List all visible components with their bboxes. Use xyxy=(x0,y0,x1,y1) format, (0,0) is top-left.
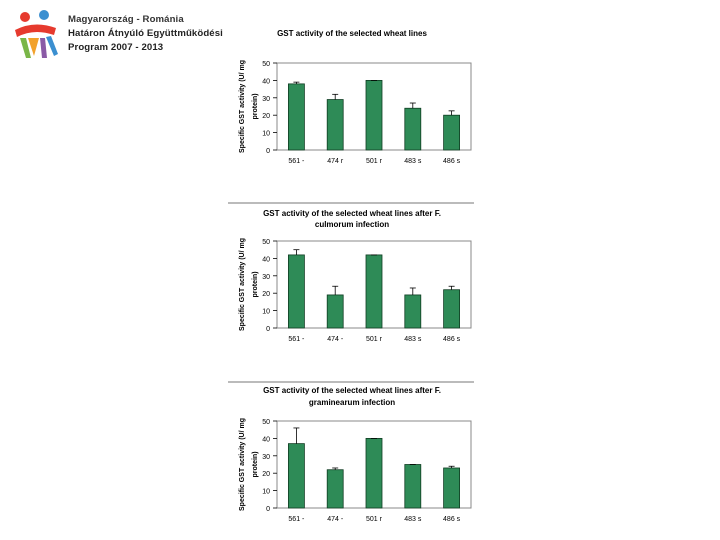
y-axis-label: protein) xyxy=(252,451,259,477)
y-tick-label: 0 xyxy=(266,326,270,333)
x-tick-label: 474 r xyxy=(327,158,344,165)
y-tick-label: 0 xyxy=(266,148,270,155)
chart-title: graminearum infection xyxy=(309,398,395,407)
x-tick-label: 561 - xyxy=(288,158,305,165)
x-tick-label: 483 s xyxy=(404,516,422,523)
y-tick-label: 20 xyxy=(262,113,270,120)
x-tick-label: 501 r xyxy=(366,336,383,343)
y-tick-label: 40 xyxy=(262,436,270,443)
bar-3 xyxy=(365,80,383,151)
x-tick-label: 561 - xyxy=(288,336,305,343)
bar-3 xyxy=(365,437,383,509)
bar-2 xyxy=(326,99,344,151)
bar-4 xyxy=(404,107,422,151)
chart-2: GST activity of the selected wheat lines… xyxy=(228,202,474,343)
bar-2 xyxy=(326,294,344,329)
bar-1 xyxy=(287,443,305,509)
y-tick-label: 10 xyxy=(262,489,270,496)
bar-5 xyxy=(443,289,461,329)
x-tick-label: 483 s xyxy=(404,158,422,165)
x-tick-label: 501 r xyxy=(366,516,383,523)
logo-line-3: Program 2007 - 2013 xyxy=(68,42,164,53)
chart-title: GST activity of the selected wheat lines… xyxy=(263,209,441,218)
program-logo-icon xyxy=(15,10,58,58)
bar-5 xyxy=(443,467,461,509)
program-logo-text: Magyarország - Románia Határon Átnyúló E… xyxy=(68,13,238,55)
x-tick-label: 501 r xyxy=(366,158,383,165)
y-tick-label: 20 xyxy=(262,471,270,478)
x-tick-label: 486 s xyxy=(443,336,461,343)
bar-5 xyxy=(443,114,461,151)
y-tick-label: 30 xyxy=(262,454,270,461)
y-axis-label: Specific GST activity (U/ mg xyxy=(239,238,246,331)
y-tick-label: 20 xyxy=(262,291,270,298)
x-tick-label: 486 s xyxy=(443,516,461,523)
y-tick-label: 10 xyxy=(262,309,270,316)
bar-1 xyxy=(287,83,305,151)
logo-line-1: Magyarország - Románia xyxy=(68,14,184,25)
y-tick-label: 40 xyxy=(262,78,270,85)
y-tick-label: 50 xyxy=(262,61,270,68)
bar-4 xyxy=(404,464,422,509)
logo-line-2: Határon Átnyúló Együttműködési xyxy=(68,28,223,39)
program-logo: Magyarország - Románia Határon Átnyúló E… xyxy=(12,8,232,68)
y-tick-label: 50 xyxy=(262,239,270,246)
x-tick-label: 486 s xyxy=(443,158,461,165)
y-tick-label: 30 xyxy=(262,274,270,281)
chart-title: culmorum infection xyxy=(315,220,389,229)
y-tick-label: 10 xyxy=(262,131,270,138)
x-tick-label: 561 - xyxy=(288,516,305,523)
bar-1 xyxy=(287,254,305,329)
y-axis-label: Specific GST activity (U/ mg xyxy=(239,418,246,511)
y-axis-label: protein) xyxy=(252,271,259,297)
x-tick-label: 474 - xyxy=(327,336,344,343)
chart-1: GST activity of the selected wheat lines… xyxy=(239,29,472,165)
y-tick-label: 50 xyxy=(262,419,270,426)
chart-title: GST activity of the selected wheat lines… xyxy=(263,386,441,395)
bar-4 xyxy=(404,294,422,329)
x-tick-label: 474 - xyxy=(327,516,344,523)
y-tick-label: 30 xyxy=(262,96,270,103)
chart-title: GST activity of the selected wheat lines xyxy=(277,29,427,38)
x-tick-label: 483 s xyxy=(404,336,422,343)
bar-2 xyxy=(326,469,344,509)
y-tick-label: 0 xyxy=(266,506,270,513)
y-axis-label: Specific GST activity (U/ mg xyxy=(239,60,246,153)
y-tick-label: 40 xyxy=(262,256,270,263)
bar-3 xyxy=(365,254,383,329)
y-axis-label: protein) xyxy=(252,93,259,119)
chart-3: GST activity of the selected wheat lines… xyxy=(228,381,474,523)
